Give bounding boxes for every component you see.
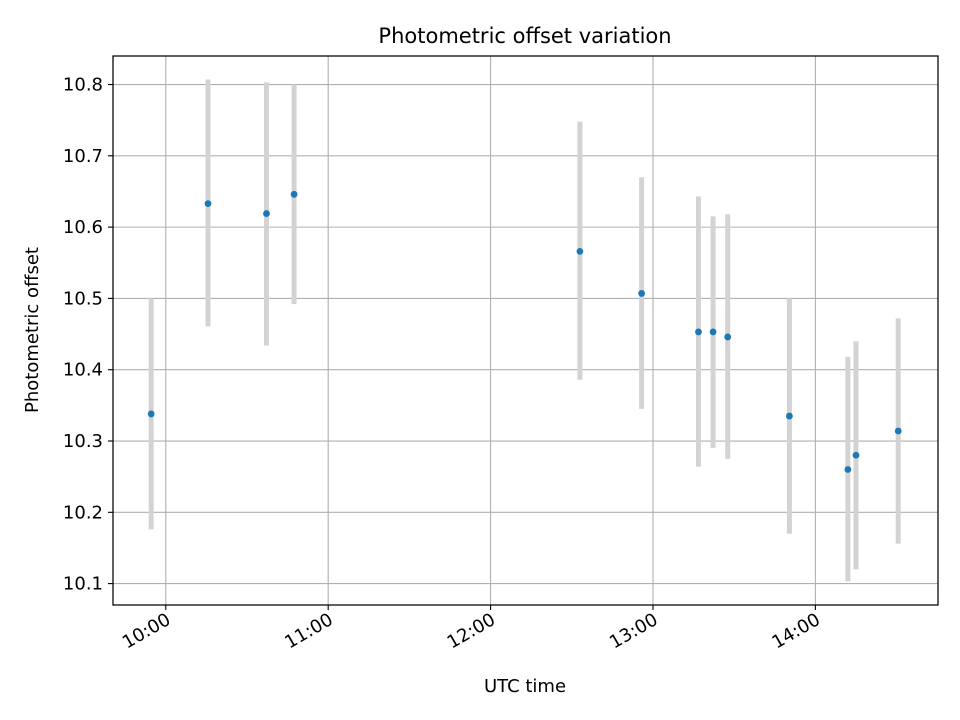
y-tick-label: 10.7: [63, 146, 103, 167]
data-point: [894, 427, 902, 435]
data-point: [709, 328, 717, 336]
data-point: [204, 200, 212, 207]
y-tick-label: 10.4: [63, 360, 103, 381]
data-point: [844, 466, 852, 473]
x-axis-label: UTC time: [484, 676, 566, 697]
data-point: [724, 333, 732, 341]
data-points: [147, 190, 902, 473]
data-point: [786, 412, 793, 420]
y-tick-label: 10.1: [63, 574, 103, 595]
data-point: [147, 410, 155, 418]
y-tick-label: 10.3: [63, 431, 103, 452]
y-axis-ticks: 10.1 10.2 10.3 10.4 10.5 10.6 10.7 10.8: [63, 75, 113, 595]
y-tick-label: 10.6: [63, 217, 103, 238]
data-point: [263, 210, 270, 217]
y-tick-label: 10.2: [63, 502, 103, 523]
y-axis-label: Photometric offset: [22, 247, 43, 413]
chart-title: Photometric offset variation: [378, 24, 671, 48]
data-point: [576, 247, 584, 255]
x-gridlines: [165, 56, 816, 605]
data-point: [695, 328, 702, 336]
y-tick-label: 10.8: [63, 75, 103, 96]
data-point: [290, 190, 298, 198]
data-point: [638, 290, 646, 297]
data-point: [852, 451, 860, 459]
axes-frame: [112, 55, 939, 606]
y-tick-label: 10.5: [63, 288, 103, 309]
y-gridlines: [113, 83, 938, 585]
